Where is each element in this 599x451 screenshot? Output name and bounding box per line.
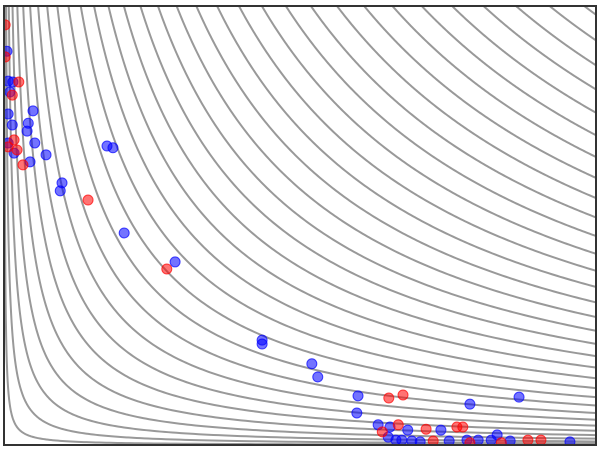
- point: [8, 134, 20, 146]
- point: [464, 437, 476, 445]
- points: [4, 19, 576, 445]
- contour-line: [335, 6, 596, 199]
- point: [420, 423, 432, 435]
- point: [464, 398, 476, 410]
- contour-line: [22, 6, 596, 432]
- point: [6, 89, 18, 101]
- contour-line: [514, 6, 596, 67]
- contour-line: [309, 6, 596, 219]
- point: [13, 76, 25, 88]
- point: [443, 435, 455, 445]
- point: [169, 256, 181, 268]
- point: [27, 105, 39, 117]
- point: [107, 142, 119, 154]
- contour-line: [175, 6, 596, 318]
- contour-line: [11, 6, 596, 440]
- point: [11, 144, 23, 156]
- point: [17, 159, 29, 171]
- contour-line: [5, 6, 596, 445]
- point: [82, 194, 94, 206]
- contour-line: [79, 6, 596, 390]
- point: [4, 108, 14, 120]
- point: [161, 263, 173, 275]
- point: [414, 436, 426, 445]
- contour-line: [260, 6, 596, 255]
- point: [513, 391, 525, 403]
- contour-line: [362, 6, 596, 179]
- point: [351, 407, 363, 419]
- contour-line: [582, 6, 596, 16]
- contour-line: [93, 6, 596, 380]
- point: [402, 424, 414, 436]
- contours: [4, 6, 596, 445]
- point: [21, 125, 33, 137]
- point: [306, 358, 318, 370]
- point: [6, 119, 18, 131]
- contour-line: [107, 6, 596, 369]
- contour-line: [37, 6, 596, 421]
- contour-line: [450, 6, 596, 114]
- point: [457, 421, 469, 433]
- contour-line: [482, 6, 596, 91]
- point: [352, 390, 364, 402]
- contour-line: [16, 6, 596, 437]
- contour-line: [7, 6, 596, 443]
- point: [392, 419, 404, 431]
- contour-line: [237, 6, 596, 272]
- contour-line: [547, 6, 596, 42]
- contour-line: [391, 6, 596, 158]
- contour-line: [216, 6, 596, 288]
- point: [54, 185, 66, 197]
- point: [435, 424, 447, 436]
- point: [564, 436, 576, 445]
- point: [4, 51, 11, 63]
- plot-frame: [3, 5, 597, 446]
- contour-line: [67, 6, 596, 399]
- point: [383, 392, 395, 404]
- contour-line: [284, 6, 596, 237]
- contour-line: [4, 6, 596, 445]
- point: [4, 19, 11, 31]
- contour-line: [420, 6, 596, 137]
- point: [396, 434, 408, 445]
- point: [535, 434, 547, 445]
- contour-line: [156, 6, 596, 332]
- contour-line: [56, 6, 596, 407]
- point: [522, 434, 534, 445]
- contour-line: [139, 6, 596, 345]
- contour-line: [195, 6, 596, 304]
- point: [29, 137, 41, 149]
- point: [495, 437, 507, 445]
- point: [427, 435, 439, 445]
- point: [397, 389, 409, 401]
- point: [118, 227, 130, 239]
- point: [256, 338, 268, 350]
- point: [312, 371, 324, 383]
- point: [376, 426, 388, 438]
- point: [40, 149, 52, 161]
- contour-line: [122, 6, 596, 358]
